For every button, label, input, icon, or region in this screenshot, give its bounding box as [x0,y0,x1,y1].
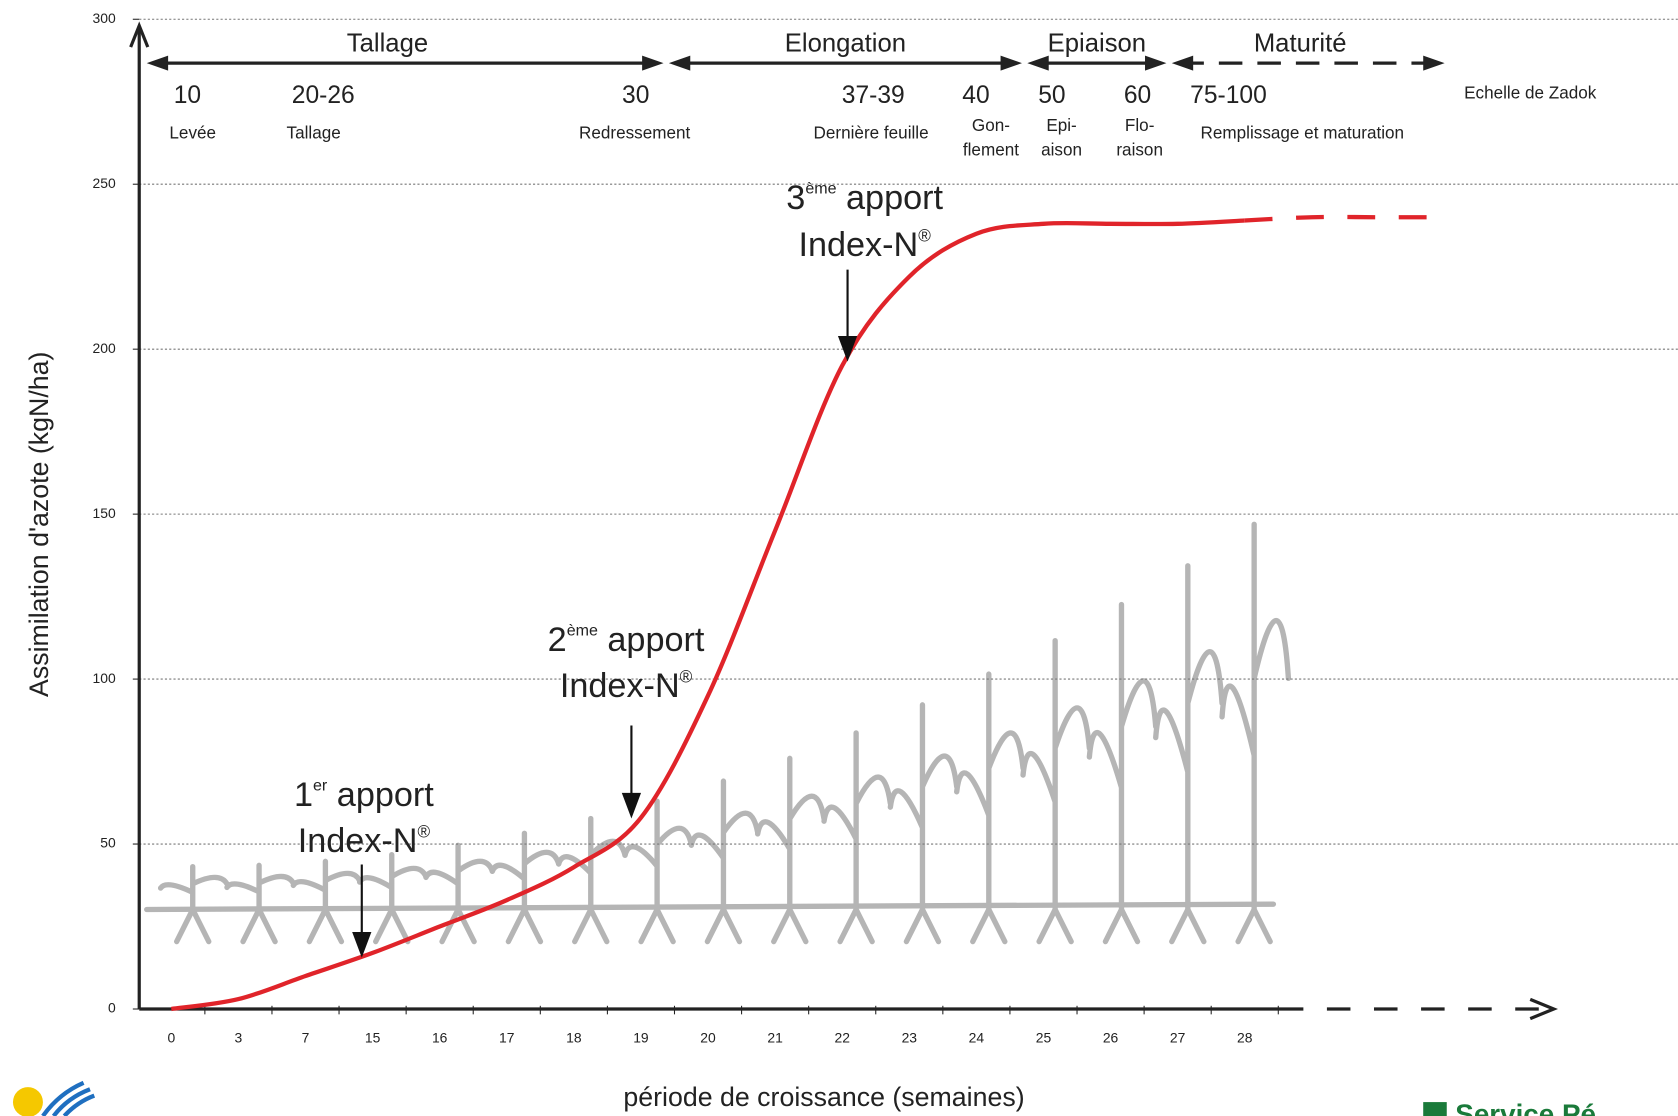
plant [1089,605,1155,942]
x-tick-label: 20 [700,1030,716,1046]
x-tick-label: 21 [767,1030,783,1046]
annotation-lead: 2 [548,621,567,659]
annotation-sup: er [313,777,328,795]
x-tick-label: 19 [633,1030,649,1046]
x-tick-label: 24 [969,1030,985,1046]
plant [1222,524,1288,941]
zadok-title: Echelle de Zadok [1464,84,1597,103]
x-tick-label: 23 [902,1030,918,1046]
zadok-name: Gon- [972,116,1010,135]
annotation-line2: Index-N [560,667,680,705]
x-axis-label: période de croissance (semaines) [623,1082,1024,1112]
annotation-line2: Index-N [298,822,418,860]
zadok-stage: 60 [1124,82,1151,109]
zadok-name: raison [1116,140,1163,159]
plant [559,819,625,942]
annotation: 3ème apport [786,179,943,217]
zadok-stage: 37-39 [842,82,905,109]
x-tick-label: 16 [432,1030,448,1046]
zadok-name: Epi- [1046,116,1076,135]
x-tick-label: 15 [365,1030,381,1046]
annotation-line2: Index-N [798,226,918,264]
annotation: Index-N® [298,822,431,860]
annotation-arrowhead [622,793,641,819]
plant-illustrations [147,524,1289,941]
annotation-lead: 3 [786,179,805,217]
x-tick-label: 27 [1170,1030,1186,1046]
plant [1023,641,1089,942]
annotation-mark: ® [918,226,931,245]
x-tick-label: 18 [566,1030,582,1046]
x-tick-label: 3 [235,1030,243,1046]
zadok-stage: 30 [622,82,649,109]
y-tick-label: 200 [92,340,115,356]
zadok-name: Redressement [579,123,691,142]
plant [293,861,359,941]
annotation-sup: ème [567,622,598,640]
x-tick-label: 28 [1237,1030,1253,1046]
plant [957,674,1023,941]
plant [360,855,426,942]
x-tick-label: 0 [167,1030,175,1046]
zadok-name: Tallage [287,123,341,142]
phase-label: Elongation [785,30,906,58]
annotation-text: apport [598,621,705,659]
plant [161,867,227,942]
x-tick-label: 22 [834,1030,850,1046]
zadok-name: Levée [169,123,216,142]
plant [1156,566,1222,942]
annotation: 1er apport [294,776,434,814]
ground-line [147,904,1274,909]
x-tick-label: 7 [302,1030,310,1046]
x-tick-label: 26 [1103,1030,1119,1046]
zadok-stage: 75-100 [1190,82,1267,109]
annotation-mark: ® [680,667,693,686]
zadok-stage: 20-26 [292,82,355,109]
zadok-stage: 40 [962,82,989,109]
y-tick-label: 100 [92,670,115,686]
y-tick-label: 50 [100,835,116,851]
y-tick-label: 0 [108,1000,116,1016]
y-axis-label: Assimilation d'azote (kgN/ha) [24,352,54,697]
zadok-name: Dernière feuille [814,123,929,142]
annotation-lead: 1 [294,776,313,814]
annotation: Index-N® [560,667,693,705]
plant [824,733,890,942]
y-tick-label: 250 [92,175,115,191]
zadok-stage: 50 [1038,82,1065,109]
x-tick-label: 25 [1036,1030,1052,1046]
annotation-text: apport [837,179,944,217]
zadok-name: Remplissage et maturation [1201,123,1405,142]
phase-label: Epiaison [1048,30,1146,58]
annotation-text: apport [327,776,434,814]
annotation: Index-N® [798,226,931,264]
logo-text: Service Pé [1455,1098,1596,1116]
logo-sun [13,1087,43,1116]
logo-mark [1423,1102,1447,1116]
logo-waves [43,1083,94,1116]
zadok-stage: 10 [174,82,201,109]
plant [691,781,757,941]
annotation: 2ème apport [548,621,705,659]
plant [227,865,293,941]
phase-label: Tallage [347,30,428,58]
plant [758,758,824,941]
plant [492,833,558,941]
zadok-name: Flo- [1125,116,1154,135]
annotation-mark: ® [418,822,431,841]
phase-label: Maturité [1254,30,1347,58]
zadok-name: flement [963,140,1019,159]
zadok-name: aison [1041,140,1082,159]
chart: Assimilation d'azote (kgN/ha) période de… [0,0,1678,1116]
data-line [1245,217,1446,221]
annotation-sup: ème [805,180,836,198]
y-tick-label: 150 [92,505,115,521]
y-tick-label: 300 [92,10,115,26]
x-tick-label: 17 [499,1030,515,1046]
data-line [171,221,1244,1009]
